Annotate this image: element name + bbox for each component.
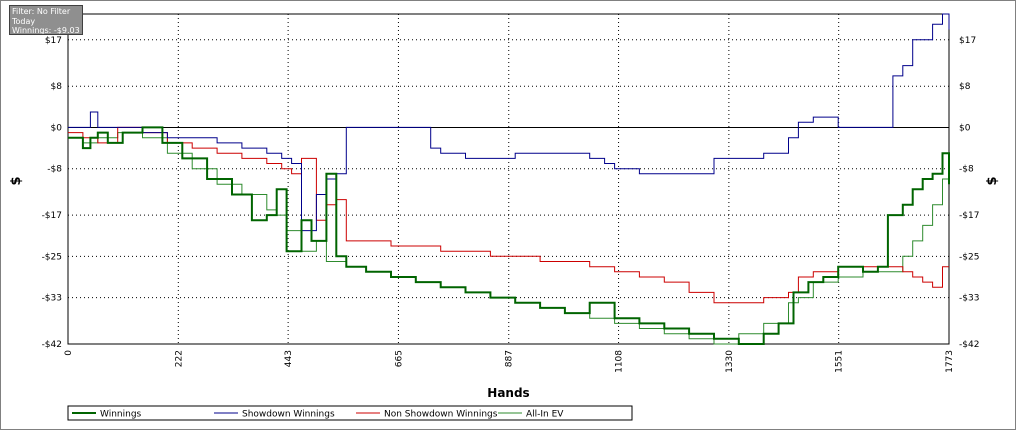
legend-label: All-In EV: [526, 410, 564, 420]
legend-label: Winnings: [100, 410, 142, 420]
grid: [67, 14, 950, 345]
y-tick-label-left: $8: [51, 82, 63, 92]
x-tick-label: 222: [174, 350, 184, 367]
y-axis-label-right: $: [985, 176, 1000, 185]
y-tick-label-right: $17: [959, 36, 976, 46]
legend-label: Non Showdown Winnings: [384, 410, 498, 420]
legend-box: [67, 405, 633, 421]
y-tick-label-left: $17: [45, 36, 62, 46]
filter-text: Filter: No Filter: [12, 7, 71, 16]
y-axis-label-left: $: [9, 176, 24, 185]
y-axis-right-labels: $17 $8 $0 -$8 -$17 -$25 -$33 -$42: [959, 36, 979, 350]
y-tick-label-left: -$17: [42, 211, 62, 221]
y-tick-label-left: -$33: [42, 294, 62, 304]
y-tick-label-left: -$8: [47, 165, 62, 175]
winnings-text: Winnings: -$9.03: [12, 26, 80, 35]
legend: Winnings Showdown Winnings Non Showdown Wi…: [67, 405, 633, 421]
y-tick-label-right: -$25: [959, 252, 979, 262]
x-tick-label: 1330: [725, 350, 735, 373]
y-tick-label-right: $8: [959, 82, 971, 92]
x-tick-label: 887: [505, 350, 515, 367]
x-tick-label: 665: [394, 350, 404, 367]
x-tick-label: 0: [64, 350, 74, 356]
x-tick-label: 443: [284, 350, 294, 367]
x-tick-label: 1551: [835, 350, 845, 373]
y-tick-label-right: -$42: [959, 340, 979, 350]
series-lines: [68, 13, 950, 345]
y-tick-label-left: -$25: [42, 252, 62, 262]
y-tick-label-right: -$33: [959, 294, 979, 304]
legend-label: Showdown Winnings: [242, 410, 335, 420]
y-tick-label-right: $0: [959, 123, 971, 133]
series-line-showdown-winnings: [68, 13, 950, 232]
x-tick-label: 1773: [945, 350, 955, 373]
y-tick-label-right: -$8: [959, 165, 974, 175]
y-axis-left-labels: $17 $8 $0 -$8 -$17 -$25 -$33 -$42: [42, 36, 63, 350]
x-axis-label: Hands: [487, 386, 529, 400]
y-tick-label-right: -$17: [959, 211, 979, 221]
x-tick-label: 1108: [615, 350, 625, 373]
period-text: Today: [12, 16, 36, 26]
y-tick-label-left: -$42: [42, 340, 62, 350]
x-axis-labels: 0 222 443 665 887 1108 1330 1551 1773: [64, 350, 955, 373]
y-tick-label-left: $0: [51, 123, 63, 133]
series-line-winnings: [68, 126, 950, 345]
filter-info-box: Filter: No Filter Today Winnings: -$9.03: [9, 5, 83, 35]
